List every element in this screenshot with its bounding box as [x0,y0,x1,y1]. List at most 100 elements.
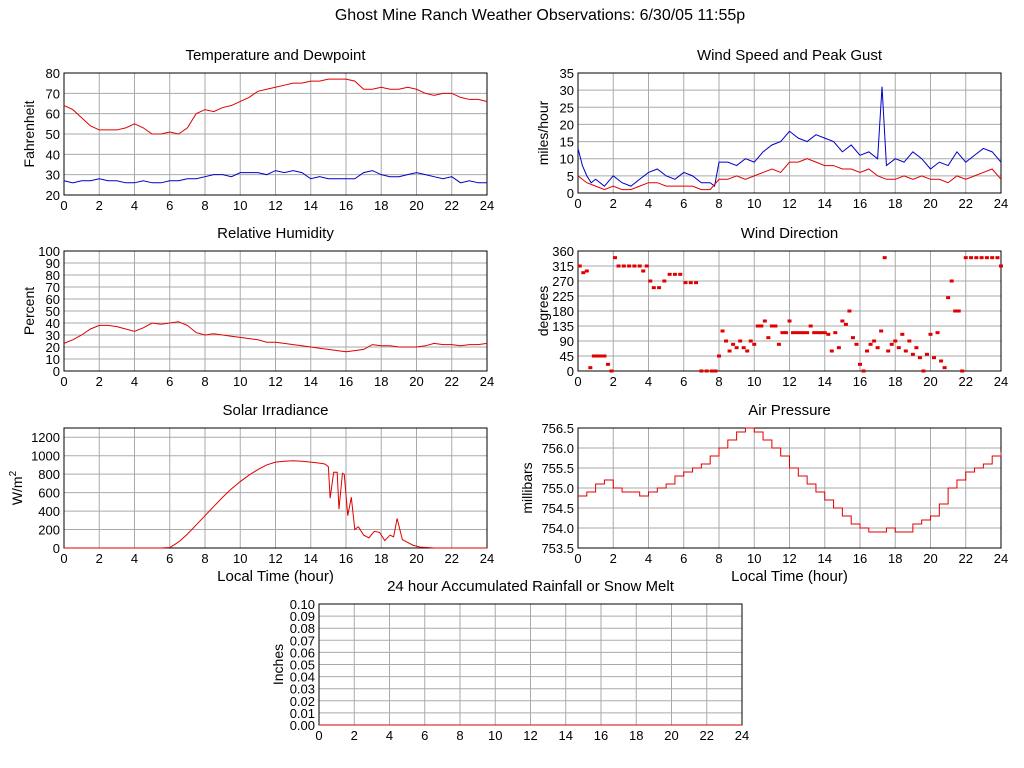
x-tick-label: 6 [680,551,687,566]
x-tick-label: 24 [735,728,749,743]
data-point [644,264,649,268]
data-point [889,342,894,346]
data-point [935,331,940,335]
x-tick-label: 22 [700,728,714,743]
data-point [939,359,944,363]
plot-frame [577,427,1002,549]
gridlines [318,603,743,726]
y-tick-label: 0 [53,364,60,379]
data-point [717,354,721,358]
chart-title: Relative Humidity [217,225,334,242]
x-tick-label: 20 [664,728,678,743]
chart-title: Wind Direction [741,225,839,242]
y-tick-label: 90 [46,256,60,271]
x-tick-label: 24 [994,551,1008,566]
x-tick-label: 8 [715,196,722,211]
y-tick-label: 0.00 [290,718,315,733]
y-tick-label: 0.02 [290,694,315,709]
data-point [840,319,845,323]
y-tick-label: 800 [38,467,60,482]
x-tick-label: 22 [959,196,973,211]
x-tick-label: 20 [409,198,423,213]
y-tick-label: 754.0 [541,521,574,536]
x-tick-label: 16 [853,374,867,389]
data-point [822,331,827,335]
plot-frame [63,72,488,196]
x-tick-label: 12 [268,551,282,566]
y-tick-label: 30 [560,83,574,98]
y-tick-label: 600 [38,486,60,501]
data-point [921,369,926,373]
data-point [893,339,898,343]
y-tick-label: 30 [46,328,60,343]
y-tick-label: 70 [46,280,60,295]
data-point [812,331,817,335]
y-tick-label: 0.05 [290,658,315,673]
data-point [662,279,667,283]
y-tick-label: 50 [46,304,60,319]
y-tick-label: 753.5 [541,541,574,556]
data-point [595,354,600,358]
data-point [907,339,912,343]
data-point [969,256,974,260]
y-tick-label: 5 [567,169,574,184]
x-tick-label: 18 [888,196,902,211]
speed-line [577,158,1002,191]
data-point [847,309,852,313]
x-tick-label: 24 [994,196,1008,211]
data-point [713,369,718,373]
x-tick-label: 8 [201,551,208,566]
data-point [836,346,841,350]
x-tick-label: 4 [645,374,652,389]
data-point [896,346,901,350]
x-tick-label: 0 [315,728,322,743]
data-point [995,256,1000,260]
chart-title: Temperature and Dewpoint [185,47,366,64]
data-point [591,354,596,358]
y-axis-label: Fahrenheit [21,100,37,167]
x-tick-label: 10 [747,196,761,211]
x-tick-label: 24 [480,198,494,213]
data-point [632,264,637,268]
data-point [776,342,781,346]
y-tick-label: 60 [46,292,60,307]
x-tick-label: 24 [994,374,1008,389]
data-point [833,331,838,335]
x-tick-label: 4 [645,551,652,566]
data-point [858,362,862,366]
data-point [694,281,699,285]
data-point [724,339,729,343]
y-tick-label: 45 [560,349,574,364]
data-point [616,264,621,268]
y-tick-label: 80 [46,66,60,81]
data-point [854,342,859,346]
data-point [861,369,866,373]
x-tick-label: 14 [304,551,318,566]
y-tick-label: 0.01 [290,706,315,721]
y-tick-label: 60 [46,107,60,122]
y-axis-label: Percent [21,287,37,335]
data-point [794,331,799,335]
chart-title: 24 hour Accumulated Rainfall or Snow Mel… [387,578,675,595]
solar-line [64,460,487,549]
page-title: Ghost Mine Ranch Weather Observations: 6… [334,7,746,24]
x-tick-label: 6 [166,551,173,566]
data-point [598,354,603,358]
data-point [946,296,951,300]
y-tick-label: 80 [46,268,60,283]
x-tick-label: 18 [888,374,902,389]
data-point [683,281,688,285]
y-tick-label: 20 [560,117,574,132]
x-tick-label: 2 [610,196,617,211]
y-tick-label: 754.5 [541,501,574,516]
y-tick-label: 50 [46,127,60,142]
y-tick-label: 180 [552,304,574,319]
data-point [745,349,750,353]
x-tick-label: 16 [339,551,353,566]
y-tick-label: 40 [46,316,60,331]
gridlines [63,428,488,549]
data-point [641,269,646,273]
data-point [605,362,610,366]
x-tick-label: 16 [339,198,353,213]
x-tick-label: 12 [268,374,282,389]
